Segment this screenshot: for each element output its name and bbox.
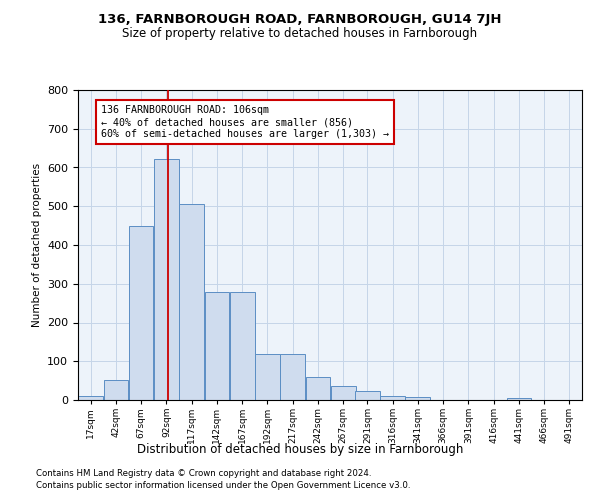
Bar [104,380,128,400]
Text: Size of property relative to detached houses in Farnborough: Size of property relative to detached ho… [122,28,478,40]
Text: Contains HM Land Registry data © Crown copyright and database right 2024.: Contains HM Land Registry data © Crown c… [36,468,371,477]
Bar [129,226,154,400]
Bar [331,386,356,400]
Bar [380,396,405,400]
Text: 136, FARNBOROUGH ROAD, FARNBOROUGH, GU14 7JH: 136, FARNBOROUGH ROAD, FARNBOROUGH, GU14… [98,12,502,26]
Bar [355,392,380,400]
Bar [78,396,103,400]
Bar [255,354,280,400]
Bar [205,292,229,400]
Text: Contains public sector information licensed under the Open Government Licence v3: Contains public sector information licen… [36,481,410,490]
Y-axis label: Number of detached properties: Number of detached properties [32,163,41,327]
Bar [305,377,330,400]
Text: 136 FARNBOROUGH ROAD: 106sqm
← 40% of detached houses are smaller (856)
60% of s: 136 FARNBOROUGH ROAD: 106sqm ← 40% of de… [101,106,389,138]
Bar [280,354,305,400]
Bar [179,204,204,400]
Bar [154,159,179,400]
Bar [406,397,430,400]
Bar [506,398,531,400]
Text: Distribution of detached houses by size in Farnborough: Distribution of detached houses by size … [137,442,463,456]
Bar [230,292,254,400]
